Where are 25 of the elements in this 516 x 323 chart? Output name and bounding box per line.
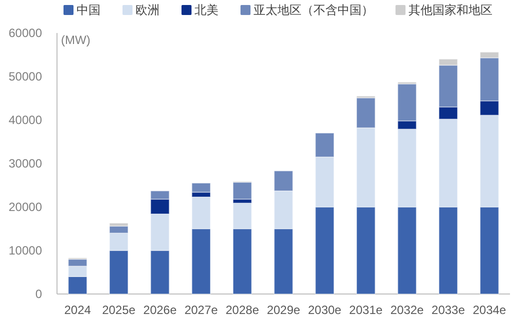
y-tick-label: 30000: [8, 156, 42, 170]
legend-label: 其他国家和地区: [408, 3, 492, 17]
x-tick-label: 2027e: [184, 303, 218, 317]
y-tick-label: 50000: [8, 70, 42, 84]
y-tick-label: 0: [35, 287, 42, 301]
x-tick-label: 2025e: [102, 303, 136, 317]
legend-label: 欧洲: [136, 3, 160, 17]
x-tick-label: 2032e: [390, 303, 424, 317]
y-tick-label: 20000: [8, 200, 42, 214]
x-tick-label: 2026e: [143, 303, 177, 317]
y-tick-label: 10000: [8, 244, 42, 258]
legend-label: 亚太地区（不含中国）: [254, 3, 374, 17]
x-tick-label: 2029e: [266, 303, 301, 317]
y-tick-label: 60000: [8, 26, 42, 40]
bar: [232, 182, 252, 200]
x-tick-label: 2034e: [472, 303, 506, 317]
y-tick-label: 40000: [8, 113, 42, 127]
x-tick-label: 2024: [64, 303, 92, 317]
x-tick-label: 2033e: [432, 303, 466, 317]
x-tick-label: 2028e: [226, 303, 260, 317]
legend-label: 中国: [76, 3, 100, 17]
x-tick-label: 2030e: [308, 303, 342, 317]
x-tick-label: 2031e: [349, 303, 383, 317]
legend-label: 北美: [194, 3, 218, 17]
y-axis-title: (MW): [61, 33, 90, 47]
